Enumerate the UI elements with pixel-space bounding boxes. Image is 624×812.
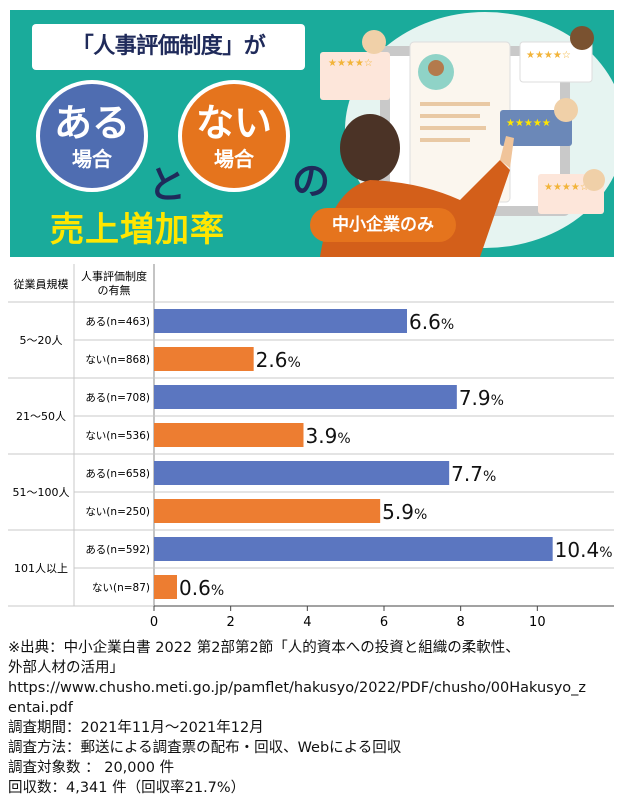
footnote-line: 外部人材の活用」 — [8, 660, 124, 676]
x-tick-label: 6 — [380, 615, 388, 630]
banner-subtitle: 売上増加率 — [50, 210, 225, 250]
circle-nai-big-label: ない — [195, 101, 272, 145]
group-label: 21～50人 — [16, 410, 66, 423]
sme-badge: 中小企業のみ — [310, 208, 456, 242]
bar-value-unit: % — [441, 317, 454, 333]
circle-aru: ある 場合 — [36, 80, 148, 192]
bar-value-label: 0.6% — [179, 576, 224, 600]
bar-value-label: 6.6% — [409, 310, 454, 334]
footnote-response-count: 回収数：4,341 件（回収率21.7%） — [8, 780, 246, 796]
bar-value-unit: % — [483, 469, 496, 485]
bar-category-label: ある(n=708) — [85, 392, 150, 404]
bar-aru — [154, 461, 450, 485]
review-stars-right-top: ★★★★☆ — [526, 50, 571, 61]
group-label: 101人以上 — [14, 562, 68, 575]
bar-value-number: 7.9 — [459, 386, 491, 410]
header-eval-system-line1: 人事評価制度 — [81, 269, 147, 283]
footnote-target-count: 調査対象数 ： 20,000 件 — [8, 760, 175, 776]
x-tick-label: 8 — [457, 615, 465, 630]
x-tick-label: 10 — [529, 615, 546, 630]
profile-line-3 — [420, 126, 486, 130]
bar-value-number: 0.6 — [179, 576, 211, 600]
pointing-hand-icon — [500, 136, 514, 168]
group-label: 51～100人 — [13, 486, 70, 499]
group-label: 5～20人 — [20, 334, 63, 347]
footnote-period: 調査期間：2021年11月～2021年12月 — [8, 720, 264, 736]
review-card-right-top — [519, 41, 593, 83]
footnote-url: https://www.chusho.meti.go.jp/pamflet/ha… — [8, 680, 587, 696]
circle-nai: ない 場合 — [178, 80, 290, 192]
banner-title: 「人事評価制度」が — [71, 34, 266, 59]
connector-text: と — [148, 163, 187, 207]
bar-category-label: ない(n=536) — [85, 430, 150, 442]
profile-line-1 — [420, 102, 490, 106]
bar-category-label: ない(n=250) — [85, 506, 150, 518]
bar-value-number: 2.6 — [256, 348, 288, 372]
bar-value-unit: % — [599, 545, 612, 561]
footnote-url: entai.pdf — [8, 700, 73, 716]
header-eval-system-line2: の有無 — [98, 283, 131, 297]
bar-category-label: ある(n=592) — [85, 544, 150, 556]
profile-face-icon — [428, 60, 444, 76]
title-box: 「人事評価制度」が — [32, 24, 305, 70]
bar-aru — [154, 309, 407, 333]
bar-value-label: 10.4% — [555, 538, 613, 562]
bar-category-label: ない(n=87) — [92, 582, 150, 594]
circle-aru-big-label: ある — [53, 101, 130, 145]
bar-nai — [154, 347, 254, 371]
header-company-size: 従業員規模 — [14, 277, 69, 291]
bar-value-unit: % — [491, 393, 504, 409]
suffix-text: の — [292, 159, 331, 203]
bar-aru — [154, 537, 553, 561]
bar-value-number: 7.7 — [451, 462, 483, 486]
reviewer-avatar-icon-3 — [554, 98, 578, 122]
bar-value-unit: % — [287, 355, 300, 371]
bar-value-number: 5.9 — [382, 500, 414, 524]
bar-value-label: 7.9% — [459, 386, 504, 410]
bar-value-unit: % — [414, 507, 427, 523]
bar-value-label: 3.9% — [306, 424, 351, 448]
bar-value-number: 3.9 — [306, 424, 338, 448]
circle-aru-small-label: 場合 — [72, 147, 112, 171]
bar-value-number: 6.6 — [409, 310, 441, 334]
bar-value-unit: % — [337, 431, 350, 447]
review-card-left — [320, 52, 390, 100]
review-stars-blue: ★★★★★ — [506, 118, 551, 129]
review-stars-left: ★★★★☆ — [328, 58, 373, 69]
bar-nai — [154, 575, 177, 599]
reviewer-avatar-icon-1 — [362, 30, 386, 54]
x-tick-label: 4 — [303, 615, 311, 630]
bar-nai — [154, 499, 381, 523]
review-stars-right-bottom: ★★★★☆ — [544, 182, 589, 193]
reviewer-avatar-icon-4 — [583, 169, 605, 191]
circle-nai-small-label: 場合 — [214, 147, 254, 171]
bar-nai — [154, 423, 304, 447]
footnote-method: 調査方法：郵送による調査票の配布・回収、Webによる回収 — [8, 740, 402, 756]
bar-category-label: ある(n=658) — [85, 468, 150, 480]
bar-value-label: 2.6% — [256, 348, 301, 372]
review-illustration: ★★★★☆ ★★★★☆ ★★★★★ ★★★★☆ — [320, 12, 614, 257]
reviewer-avatar-icon-2 — [570, 26, 594, 50]
footnote-line: ※出典：中小企業白書 2022 第2部第2節「人的資本への投資と組織の柔軟性、 — [8, 640, 520, 656]
bar-value-label: 7.7% — [451, 462, 496, 486]
bar-aru — [154, 385, 457, 409]
x-tick-label: 2 — [227, 615, 235, 630]
x-tick-label: 0 — [150, 615, 158, 630]
person-hair-icon — [340, 114, 400, 182]
bar-value-number: 10.4 — [555, 538, 600, 562]
header-banner: 「人事評価制度」が ある 場合 と ない 場合 の 売上増加率 ★★★★☆ ★★… — [10, 10, 614, 257]
review-card-blue — [500, 110, 572, 146]
bar-value-label: 5.9% — [382, 500, 427, 524]
profile-line-2 — [420, 114, 480, 118]
profile-line-4 — [420, 138, 470, 142]
bar-category-label: ある(n=463) — [85, 316, 150, 328]
bar-value-unit: % — [211, 583, 224, 599]
source-footnote: ※出典：中小企業白書 2022 第2部第2節「人的資本への投資と組織の柔軟性、 … — [8, 638, 618, 798]
bar-category-label: ない(n=868) — [85, 354, 150, 366]
